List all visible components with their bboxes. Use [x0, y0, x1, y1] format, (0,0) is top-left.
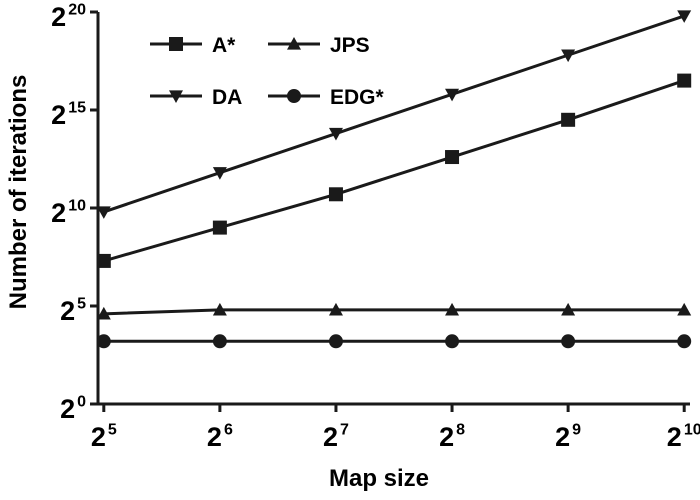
data-point-da — [96, 206, 111, 219]
y-axis-title: Number of iterations — [5, 75, 32, 310]
legend-marker-jps — [287, 37, 301, 50]
x-axis-title: Map size — [329, 465, 429, 492]
data-point-edg — [96, 334, 111, 349]
data-point-edg — [328, 334, 343, 349]
data-point-a — [445, 150, 460, 165]
data-point-edg — [677, 334, 692, 349]
data-point-a — [212, 220, 227, 235]
axes: 2 02 52 102 152 202 5 2 6 2 7 2 8 2 9 2 10 — [51, 2, 700, 452]
data-point-a — [561, 112, 576, 127]
series-line-da — [103, 14, 685, 214]
legend-label-edg: EDG* — [330, 86, 385, 109]
data-point-a — [96, 253, 111, 268]
legend-label-a: A* — [212, 34, 236, 57]
data-point-jps — [212, 302, 227, 316]
x-tick-label: 2 10 — [667, 422, 700, 452]
data-point-a — [677, 73, 692, 88]
data-point-jps — [96, 306, 111, 320]
legend-marker-edg — [287, 89, 301, 103]
data-point-jps — [677, 302, 692, 316]
series-line-a — [103, 79, 685, 263]
legend-marker-da — [169, 90, 183, 103]
legend-marker-a — [169, 37, 183, 51]
series-layer — [96, 10, 692, 349]
data-point-jps — [561, 302, 576, 316]
data-point-edg — [445, 334, 460, 349]
data-point-edg — [561, 334, 576, 349]
series-line-jps — [103, 308, 685, 316]
data-point-da — [212, 167, 227, 180]
data-point-da — [561, 49, 576, 63]
data-point-jps — [445, 302, 460, 316]
y-tick-label: 2 15 — [51, 100, 86, 130]
data-point-a — [328, 187, 343, 202]
legend-label-jps: JPS — [330, 34, 370, 57]
data-point-da — [328, 127, 343, 141]
legend: A* JPS DA EDG* — [150, 34, 385, 109]
y-tick-label: 2 10 — [51, 198, 86, 228]
data-point-da — [677, 10, 692, 23]
data-point-jps — [328, 302, 343, 316]
data-point-da — [445, 88, 460, 102]
legend-label-da: DA — [212, 86, 242, 109]
data-point-edg — [212, 334, 227, 349]
y-tick-label: 2 20 — [51, 2, 86, 32]
